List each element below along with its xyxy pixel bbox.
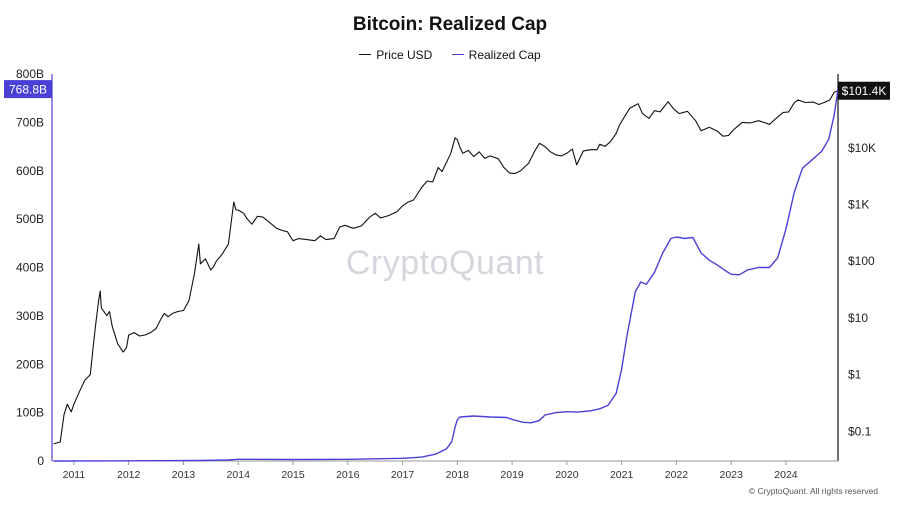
legend-item-realized-cap[interactable]: Realized Cap: [451, 47, 541, 62]
left-tick-label: 100B: [16, 406, 44, 420]
copyright-note: © CryptoQuant. All rights reserved: [748, 486, 878, 496]
chart-title: Bitcoin: Realized Cap: [352, 14, 548, 35]
realized-cap-line: [53, 88, 839, 462]
x-tick-label: 2014: [227, 469, 251, 481]
legend-item-price[interactable]: Price USD: [359, 48, 432, 62]
x-tick-label: 2018: [446, 469, 470, 481]
left-tick-label: 300B: [16, 309, 44, 323]
right-tick-label: $1K: [848, 197, 869, 211]
left-current-value-badge: [4, 80, 52, 99]
left-current-value-label: 768.8B: [9, 83, 47, 97]
chart-legend: Price USD Realized Cap: [0, 44, 900, 62]
x-tick-label: 2024: [774, 469, 798, 481]
x-tick-label: 2023: [720, 469, 744, 481]
price-usd-line: [53, 90, 839, 445]
x-tick-label: 2017: [391, 469, 415, 481]
x-tick-label: 2015: [281, 469, 305, 481]
right-tick-label: $10: [848, 311, 868, 325]
legend-label-price: Price USD: [376, 47, 433, 62]
x-tick-label: 2021: [610, 469, 634, 481]
right-tick-label: $10K: [848, 141, 876, 155]
left-tick-label: 0: [37, 454, 44, 468]
legend-label-realized-cap: Realized Cap: [468, 47, 541, 62]
legend-swatch-price: [359, 54, 372, 55]
left-tick-label: 500B: [16, 212, 44, 226]
x-tick-label: 2022: [665, 469, 689, 481]
left-tick-label: 700B: [16, 115, 44, 129]
left-tick-label: 400B: [16, 261, 44, 275]
right-tick-label: $0.1: [848, 424, 872, 438]
legend-swatch-realized-cap: [451, 54, 464, 55]
right-tick-label: $1: [848, 368, 862, 382]
x-tick-label: 2012: [117, 469, 141, 481]
x-tick-label: 2013: [172, 469, 196, 481]
x-tick-label: 2016: [336, 469, 360, 481]
left-tick-label: 600B: [16, 164, 44, 178]
right-current-value-badge: [838, 81, 890, 100]
x-tick-label: 2020: [555, 469, 579, 481]
right-current-value-label: $101.4K: [842, 84, 887, 98]
left-tick-label: 200B: [16, 357, 44, 371]
x-tick-label: 2019: [500, 469, 524, 481]
right-tick-label: $100: [848, 254, 875, 268]
left-tick-label: 800B: [16, 67, 44, 81]
x-tick-label: 2011: [63, 469, 86, 481]
watermark-text: CryptoQuant: [346, 244, 544, 282]
